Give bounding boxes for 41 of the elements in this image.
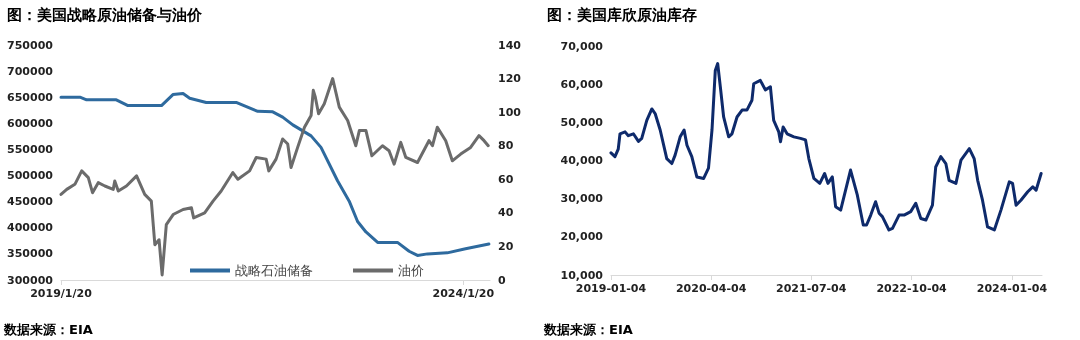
y2-tick-label: 20 (498, 239, 514, 253)
y2-tick-label: 100 (498, 105, 522, 119)
y2-tick-label: 40 (498, 206, 514, 220)
y-tick-label: 650000 (7, 90, 54, 104)
x-tick-label: 2021-07-04 (776, 282, 847, 295)
y-tick-label: 300000 (7, 273, 54, 287)
source-note: 数据来源：EIA (543, 322, 633, 337)
x-tick-label: 2019-01-04 (575, 282, 647, 295)
y2-tick-label: 120 (498, 72, 522, 86)
y-tick-label: 30,000 (560, 192, 604, 206)
y-tick-label: 400000 (7, 221, 54, 235)
y-tick-label: 500000 (7, 169, 54, 183)
y-tick-label: 750000 (7, 38, 54, 52)
chart-title: 图：美国库欣原油库存 (547, 5, 697, 24)
legend-label: 战略石油储备 (235, 263, 313, 278)
line-series (609, 62, 1043, 232)
x-tick-label: 2024-01-04 (976, 282, 1048, 295)
line-series (59, 92, 491, 257)
y2-tick-label: 80 (498, 139, 514, 153)
y2-tick-label: 0 (498, 273, 506, 287)
y-tick-label: 550000 (7, 142, 54, 156)
line-series (59, 77, 490, 277)
y-tick-label: 70,000 (560, 39, 604, 53)
x-tick-label: 2024/1/20 (432, 287, 495, 300)
y-tick-label: 10,000 (560, 268, 604, 282)
y2-tick-label: 60 (498, 172, 514, 186)
x-tick-label: 2022-10-04 (876, 282, 948, 295)
y-tick-label: 450000 (7, 195, 54, 209)
y-tick-label: 50,000 (560, 115, 604, 129)
y-tick-label: 350000 (7, 247, 54, 261)
y-tick-label: 700000 (7, 64, 54, 78)
y2-tick-label: 140 (498, 38, 522, 52)
chart-title: 图：美国战略原油储备与油价 (7, 5, 203, 24)
y-tick-label: 20,000 (560, 230, 604, 244)
source-note: 数据来源：EIA (3, 322, 93, 337)
x-tick-label: 2020-04-04 (675, 282, 747, 295)
y-tick-label: 600000 (7, 116, 54, 130)
y-tick-label: 60,000 (560, 77, 604, 91)
y-tick-label: 40,000 (560, 154, 604, 167)
x-tick-label: 2019/1/20 (30, 287, 93, 300)
legend-label: 油价 (398, 263, 424, 278)
